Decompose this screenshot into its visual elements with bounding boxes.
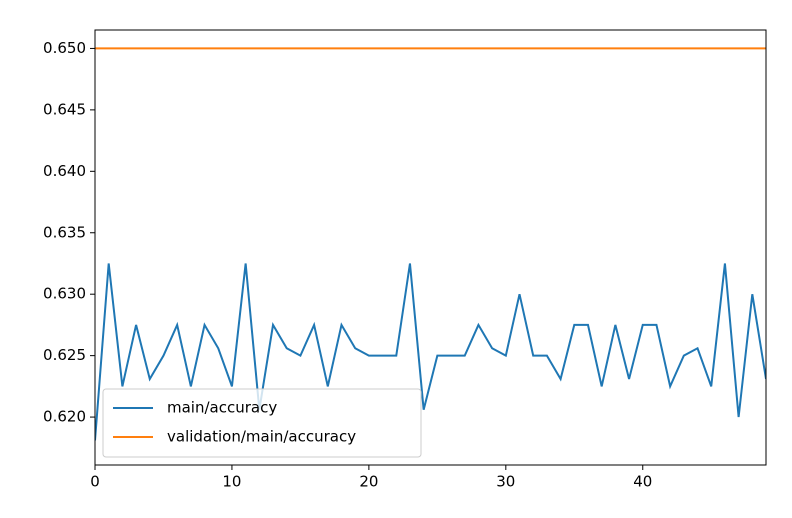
legend-box [102,388,422,458]
x-tick-label: 10 [222,473,241,491]
y-tick-label: 0.635 [43,223,86,241]
y-tick-label: 0.640 [43,162,86,180]
plot-frame [94,29,767,466]
legend-label: validation/main/accuracy [167,428,356,446]
x-tick-label: 30 [496,473,515,491]
y-tick-label: 0.625 [43,346,86,364]
x-tick-label: 20 [359,473,378,491]
y-tick-label: 0.620 [43,408,86,426]
y-tick-label: 0.645 [43,100,86,118]
x-tick-label: 0 [90,473,100,491]
series-line [95,263,766,441]
y-tick-label: 0.650 [43,39,86,57]
y-tick-label: 0.630 [43,285,86,303]
legend-label: main/accuracy [167,399,277,417]
x-tick-label: 40 [633,473,652,491]
